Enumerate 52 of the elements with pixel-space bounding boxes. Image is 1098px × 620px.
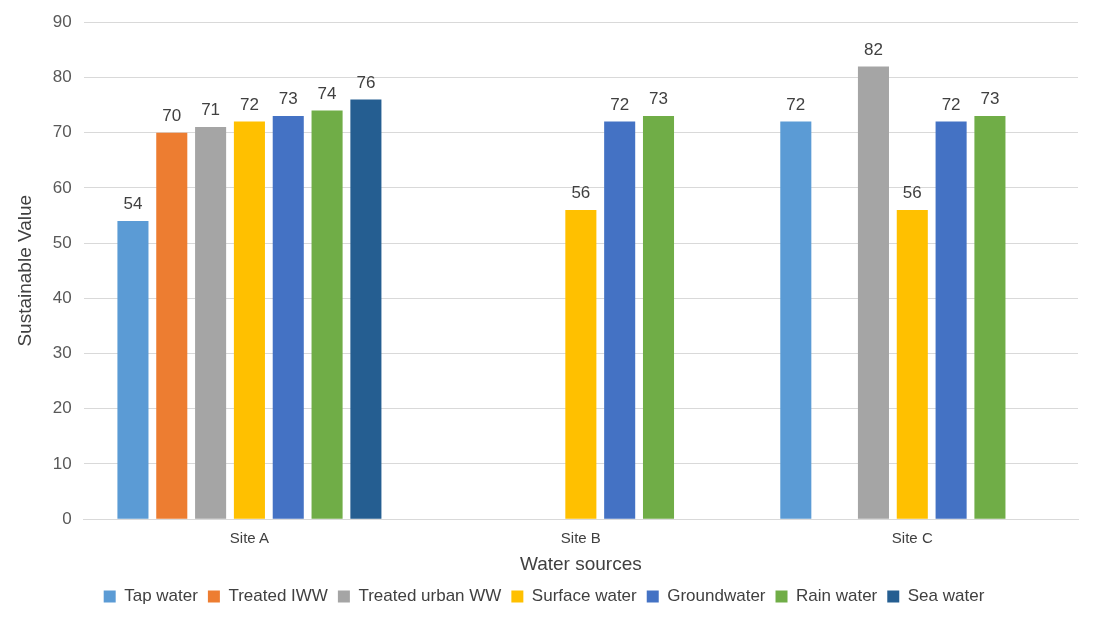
y-tick-label: 40 (52, 288, 72, 307)
legend-label: Treated IWW (228, 586, 328, 606)
legend-label: Rain water (796, 586, 878, 606)
y-tick-label: 90 (52, 11, 72, 31)
data-label: 73 (649, 89, 668, 109)
data-label: 72 (610, 94, 630, 114)
y-tick-label: 70 (52, 122, 72, 142)
x-tick-label: Site B (560, 529, 601, 547)
bar (935, 121, 967, 519)
data-label: 73 (278, 89, 298, 109)
bar (311, 110, 343, 519)
bar (350, 99, 382, 519)
data-label: 73 (980, 89, 1000, 109)
y-tick-label: 30 (52, 343, 72, 363)
bar (604, 121, 636, 519)
bar (233, 121, 265, 519)
x-tick-label: Site C (891, 529, 933, 547)
y-tick-label: 60 (52, 177, 72, 197)
y-tick-label: 10 (52, 453, 72, 473)
bar (195, 127, 227, 519)
data-label: 56 (902, 183, 922, 203)
data-label: 72 (786, 94, 806, 114)
data-label: 82 (864, 39, 883, 59)
y-axis-title: Sustainable Value (13, 194, 35, 347)
y-tick-label: 50 (52, 232, 72, 252)
data-label: 74 (317, 83, 337, 103)
y-tick-label: 80 (52, 67, 72, 87)
data-label: 76 (356, 72, 376, 92)
bar (272, 116, 304, 519)
legend-label: Surface water (531, 586, 638, 606)
bar (565, 209, 597, 519)
bar (642, 116, 675, 519)
bar (780, 121, 812, 519)
data-label: 70 (162, 105, 182, 125)
legend-label: Groundwater (667, 586, 766, 606)
legend-label: Sea water (907, 586, 985, 606)
data-label: 71 (201, 100, 221, 120)
bar (896, 209, 928, 519)
bar (117, 221, 149, 519)
legend-label: Tap water (124, 586, 199, 606)
data-label: 72 (239, 94, 259, 114)
bar (156, 132, 188, 519)
data-label: 54 (123, 194, 143, 214)
y-tick-label: 20 (52, 398, 72, 418)
bar (857, 66, 889, 519)
data-label: 56 (571, 183, 591, 203)
x-axis-title: Water sources (519, 552, 642, 574)
legend-label: Treated urban WW (358, 586, 502, 606)
bar (974, 116, 1006, 519)
x-tick-label: Site A (229, 529, 270, 547)
data-label: 72 (941, 94, 961, 114)
y-tick-label: 0 (62, 508, 72, 528)
